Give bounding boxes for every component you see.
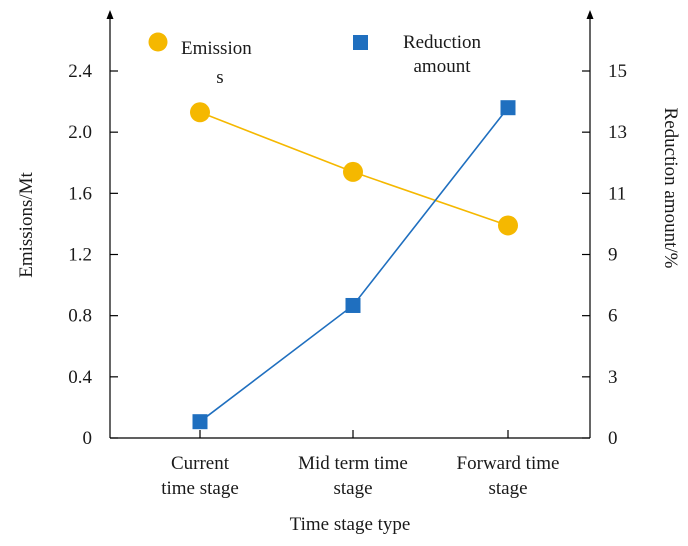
- right-y-tick-label: 9: [608, 245, 618, 266]
- emissions-point: [190, 102, 210, 123]
- left-y-tick-label: 2.4: [68, 61, 92, 82]
- x-tick-label: stage: [488, 478, 527, 499]
- right-y-tick-label: 15: [608, 61, 627, 82]
- right-y-tick-label: 11: [608, 183, 626, 204]
- right-y-tick-label: 0: [608, 428, 618, 449]
- right-y-tick-label: 13: [608, 122, 627, 143]
- left-y-tick-label: 2.0: [68, 122, 92, 143]
- x-tick-label: time stage: [161, 478, 239, 499]
- plot-frame: [106, 10, 594, 439]
- series-layer: [190, 100, 518, 430]
- left-y-axis-title: Emissions/Mt: [16, 171, 37, 277]
- x-ticks: Current time stage Mid term time stage Forwa…: [161, 430, 559, 499]
- left-y-tick-label: 0.8: [68, 306, 92, 327]
- right-y-tick-label: 3: [608, 367, 618, 388]
- right-y-tick-label: 6: [608, 306, 618, 327]
- left-y-axis-arrow-icon: [106, 10, 114, 19]
- legend-reduction-label-line2: amount: [414, 56, 472, 77]
- right-y-axis-title: Reduction amount/%: [660, 108, 681, 269]
- reduction-point: [192, 414, 208, 430]
- legend-reduction-label-line1: Reduction: [403, 32, 482, 53]
- right-y-axis-arrow-icon: [586, 10, 594, 19]
- x-axis-title: Time stage type: [290, 514, 411, 535]
- legend: Emission s Reduction amount: [148, 32, 482, 88]
- legend-emissions-label-line2: s: [216, 67, 223, 88]
- reduction-point: [500, 100, 516, 116]
- emissions-point: [498, 215, 518, 236]
- series-line-reduction: [199, 107, 509, 423]
- emissions-point: [343, 161, 363, 182]
- left-y-tick-label: 0: [83, 428, 93, 449]
- x-tick-label: Mid term time: [298, 453, 408, 474]
- left-y-tick-label: 0.4: [68, 367, 92, 388]
- legend-emissions-marker: [148, 32, 168, 52]
- reduction-point: [345, 297, 361, 313]
- left-y-tick-label: 1.6: [68, 183, 92, 204]
- x-tick-label: Current: [171, 453, 230, 474]
- left-y-ticks: 0 0.4 0.8 1.2 1.6 2.0 2.4: [68, 61, 118, 449]
- legend-emissions-label-line1: Emission: [181, 38, 252, 59]
- left-y-tick-label: 1.2: [68, 245, 92, 266]
- x-tick-label: stage: [333, 478, 372, 499]
- right-y-ticks: 0 3 6 9 11 13 15: [582, 61, 627, 449]
- legend-reduction-marker: [353, 35, 368, 50]
- x-tick-label: Forward time: [457, 453, 560, 474]
